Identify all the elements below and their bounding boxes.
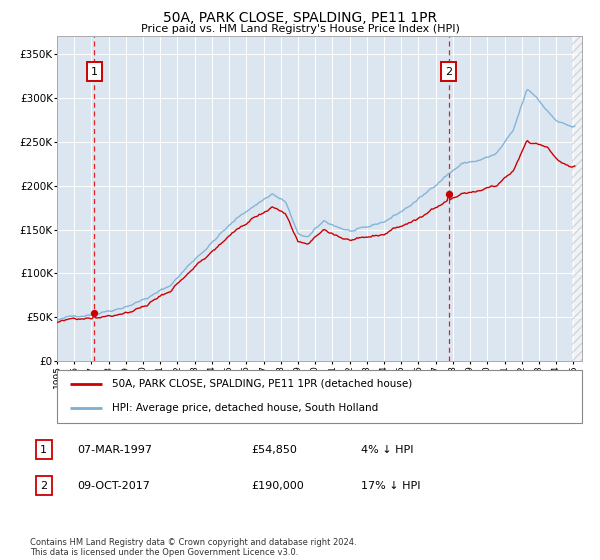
Bar bbox=[572, 36, 582, 361]
Text: £54,850: £54,850 bbox=[251, 445, 296, 455]
Text: 1: 1 bbox=[40, 445, 47, 455]
Text: 1: 1 bbox=[91, 67, 98, 77]
Text: 50A, PARK CLOSE, SPALDING, PE11 1PR: 50A, PARK CLOSE, SPALDING, PE11 1PR bbox=[163, 11, 437, 25]
Text: Contains HM Land Registry data © Crown copyright and database right 2024.
This d: Contains HM Land Registry data © Crown c… bbox=[30, 538, 356, 557]
Text: 2: 2 bbox=[40, 480, 47, 491]
Text: 09-OCT-2017: 09-OCT-2017 bbox=[77, 480, 150, 491]
Text: 4% ↓ HPI: 4% ↓ HPI bbox=[361, 445, 414, 455]
Text: HPI: Average price, detached house, South Holland: HPI: Average price, detached house, Sout… bbox=[112, 403, 379, 413]
Text: 2: 2 bbox=[445, 67, 452, 77]
Point bbox=[444, 190, 454, 199]
Text: 50A, PARK CLOSE, SPALDING, PE11 1PR (detached house): 50A, PARK CLOSE, SPALDING, PE11 1PR (det… bbox=[112, 379, 412, 389]
Text: £190,000: £190,000 bbox=[251, 480, 304, 491]
Text: Price paid vs. HM Land Registry's House Price Index (HPI): Price paid vs. HM Land Registry's House … bbox=[140, 24, 460, 34]
FancyBboxPatch shape bbox=[57, 370, 582, 423]
Text: 07-MAR-1997: 07-MAR-1997 bbox=[77, 445, 152, 455]
Point bbox=[89, 309, 99, 318]
Text: 17% ↓ HPI: 17% ↓ HPI bbox=[361, 480, 421, 491]
